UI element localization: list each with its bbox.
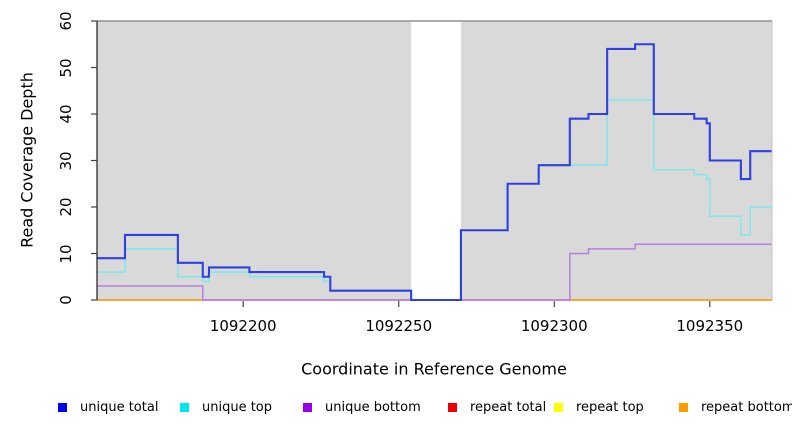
legend-item-repeat-top: repeat top [554,399,644,415]
legend-label: unique top [202,399,273,415]
y-axis-title: Read Coverage Depth [17,72,37,248]
y-tick-label: 50 [57,57,75,78]
unique-bottom-swatch-icon [303,402,312,412]
repeat-bottom-swatch-icon [679,402,688,412]
y-tick-label: 10 [57,243,75,264]
legend-item-unique-bottom: unique bottom [303,399,421,415]
legend-item-repeat-bottom: repeat bottom [679,399,792,415]
x-tick-label: 1092350 [676,317,744,335]
y-tick-label: 20 [57,197,75,217]
legend-item-unique-top: unique top [180,399,272,415]
repeat-total-swatch-icon [448,402,457,412]
masked-region [411,21,461,300]
y-tick-label: 30 [57,150,75,171]
legend-item-repeat-total: repeat total [448,399,546,415]
legend-label: unique bottom [325,399,421,415]
x-tick-label: 1092250 [365,317,433,335]
legend-label: repeat total [470,399,547,415]
legend-label: unique total [80,399,159,415]
repeat-top-swatch-icon [554,402,563,412]
legend-item-unique-total: unique total [58,399,158,415]
x-axis-title: Coordinate in Reference Genome [301,359,567,379]
legend-label: repeat bottom [701,399,792,415]
series-line-unique-total [97,43,772,302]
y-tick-label: 60 [57,11,75,31]
x-tick-label: 1092200 [209,317,277,335]
series-line-unique-bottom [97,243,772,301]
unique-total-swatch-icon [58,402,67,412]
y-tick-label: 40 [57,104,75,124]
x-tick-label: 1092300 [520,317,588,335]
legend-label: repeat top [576,399,644,415]
y-tick-label: 0 [57,295,75,305]
unique-top-swatch-icon [180,402,189,412]
